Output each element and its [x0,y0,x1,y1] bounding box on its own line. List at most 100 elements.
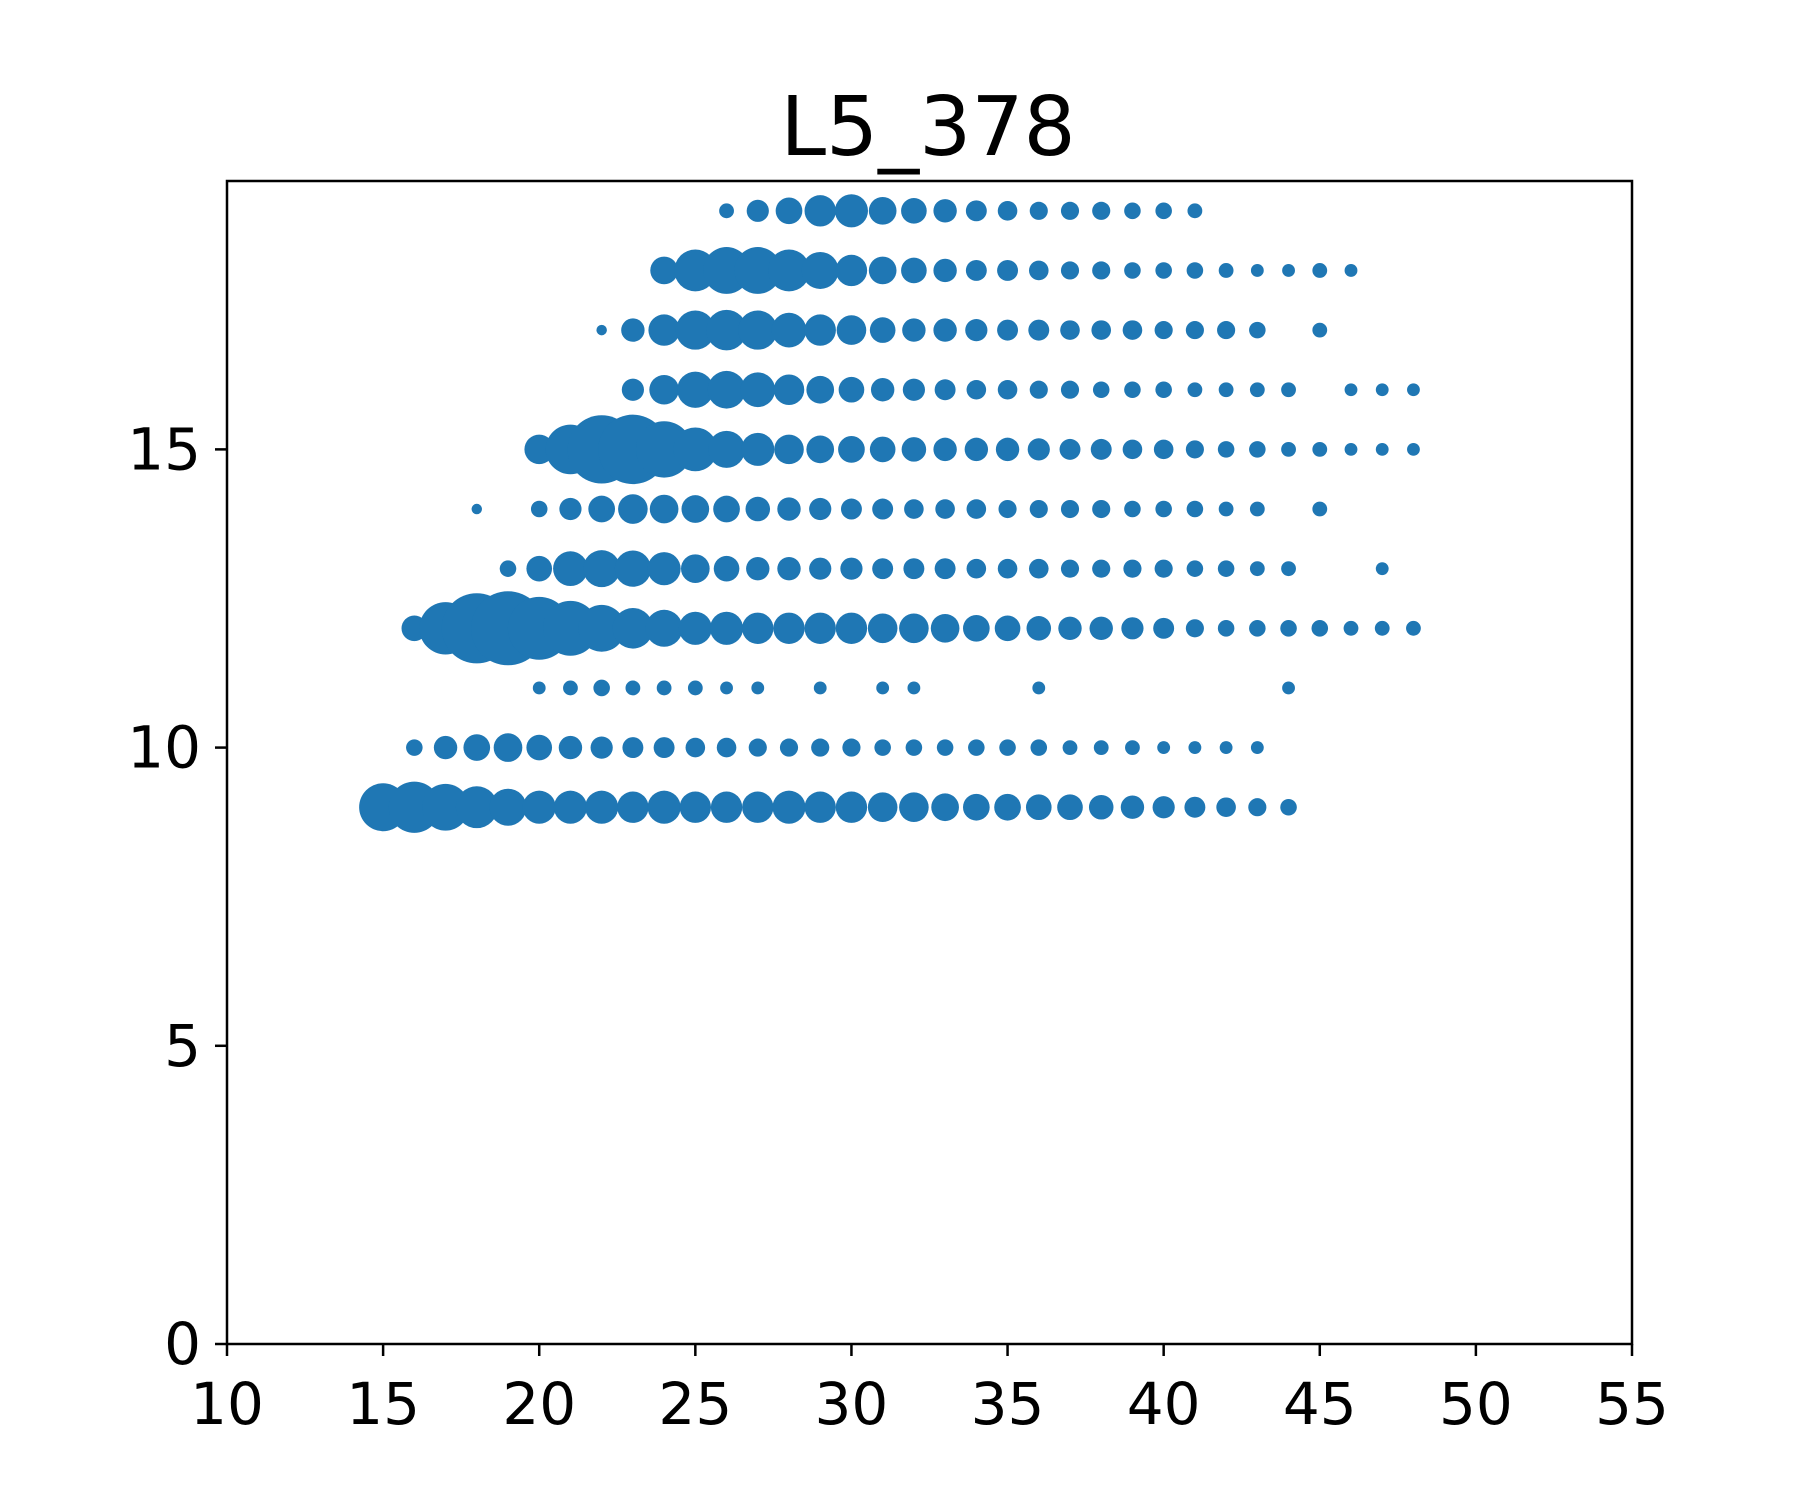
data-point [1312,263,1328,278]
data-point [773,612,805,645]
data-point [738,310,778,350]
data-point [902,318,926,342]
data-point [1249,382,1265,398]
data-point [526,555,553,582]
data-point [1249,501,1265,517]
data-point [804,195,836,227]
data-point [999,739,1016,756]
data-point [585,790,619,824]
data-point [1124,262,1141,279]
data-point [1281,382,1296,398]
data-point [593,679,610,697]
data-point [1092,261,1111,280]
x-tick-label: 10 [190,1370,264,1438]
data-point [1030,739,1048,756]
data-point [1375,383,1389,397]
data-point [1090,438,1112,460]
data-point [874,739,891,756]
data-point [997,319,1019,341]
data-point [809,557,832,580]
data-point [1249,441,1266,458]
data-point [934,379,956,401]
data-point [713,555,740,582]
data-point [645,609,683,647]
x-axis: 10 15 20 25 30 35 40 45 50 55 [190,1344,1669,1438]
data-point [1060,201,1080,220]
data-point [1029,201,1048,220]
data-point [532,681,546,695]
data-point [1088,794,1114,820]
data-point [656,680,672,696]
data-point [1217,321,1236,340]
data-point [777,556,801,581]
data-point [558,735,583,760]
data-point [1249,321,1266,339]
data-point [966,558,987,579]
data-point [965,319,988,342]
data-point [1029,499,1048,519]
data-point [1250,741,1264,754]
data-point [559,497,582,521]
x-tick-label: 50 [1439,1370,1513,1438]
data-point [1026,616,1052,641]
data-point [1092,499,1111,519]
data-point [1312,501,1328,517]
data-point [707,370,746,409]
data-point [835,791,868,823]
data-point [806,375,835,404]
data-point [965,259,987,281]
data-point [1089,616,1113,641]
data-point [867,792,898,823]
data-point [471,503,483,515]
data-point [997,259,1019,281]
data-point [706,309,747,351]
data-point [578,604,626,652]
data-point [685,737,706,758]
data-point [1218,263,1234,278]
data-point [1092,381,1110,399]
data-point [433,735,458,760]
data-point [835,612,868,645]
data-point [869,436,896,463]
data-point [1280,798,1297,816]
data-point [1344,442,1358,456]
data-point [1155,500,1172,518]
data-point [1120,795,1145,819]
data-point [1123,559,1142,578]
data-point [811,738,830,757]
data-point [838,376,865,403]
data-point [934,558,956,580]
data-point [1124,500,1141,518]
data-point [872,558,894,580]
data-point [1155,262,1172,279]
data-point [635,421,693,478]
data-point [804,314,836,346]
data-point [840,498,862,520]
data-point [708,430,746,468]
data-point [773,374,805,405]
data-point [933,437,957,462]
data-point [1311,620,1329,637]
data-point [716,737,737,758]
data-point [522,790,556,824]
data-point [1218,501,1234,517]
data-point [621,378,644,401]
data-point [1282,264,1295,277]
data-point [931,793,959,822]
data-point [1185,619,1204,638]
data-point [612,608,654,649]
data-point [734,247,782,294]
data-point [720,681,733,695]
y-tick-label: 0 [164,1310,201,1378]
data-point [840,557,863,580]
data-point [994,615,1021,642]
data-point [1060,499,1080,519]
data-point [524,434,555,465]
data-point [1155,381,1172,399]
data-point [838,436,865,463]
data-point [1028,260,1049,281]
data-point [1312,441,1328,457]
data-point [1216,797,1236,818]
y-tick-label: 10 [127,714,201,782]
